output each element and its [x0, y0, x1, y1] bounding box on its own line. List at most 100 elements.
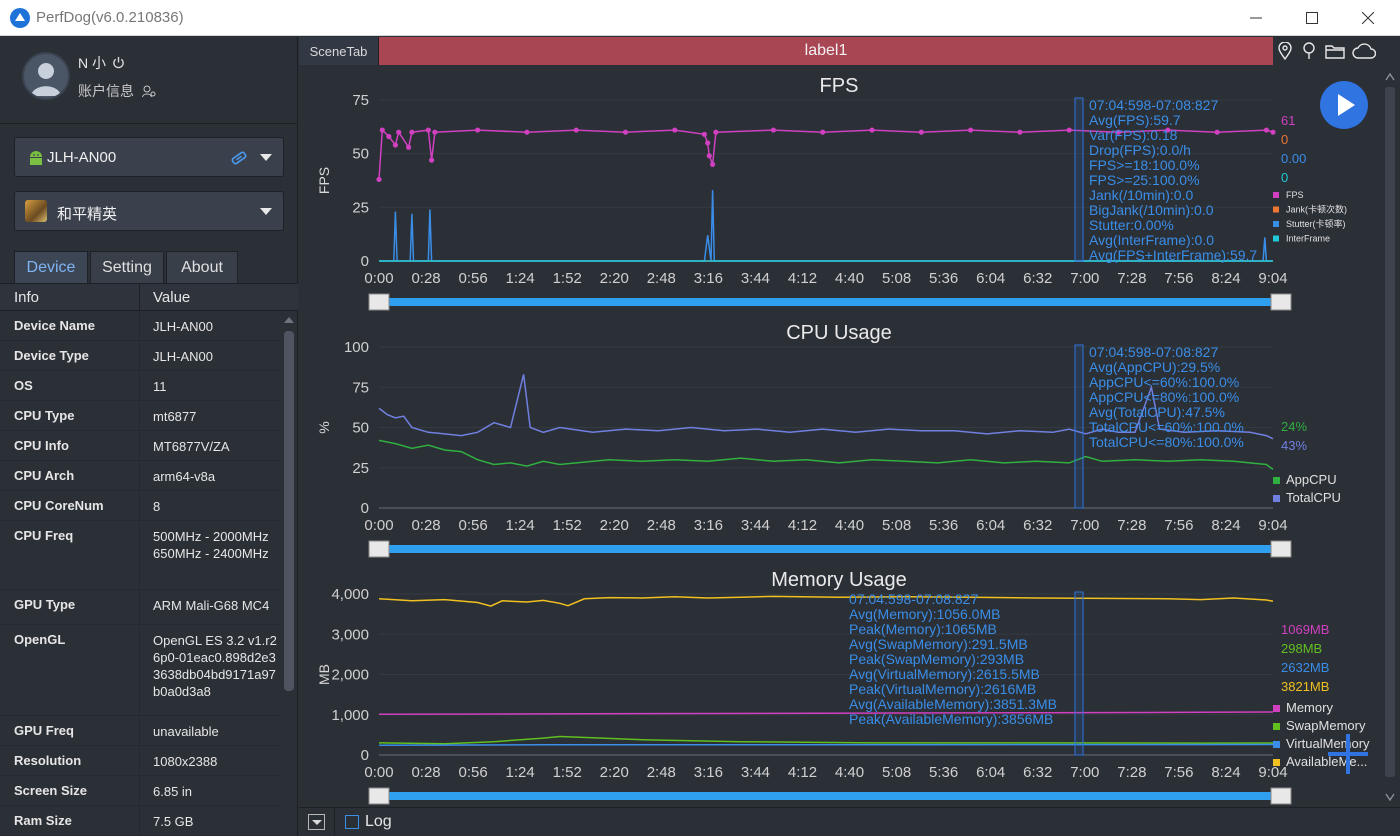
table-row: GPU Type ARM Mali-G68 MC4 [0, 590, 280, 625]
legend-swatch [1273, 235, 1279, 242]
legend-value: 43% [1281, 438, 1307, 453]
table-row: CPU Freq 500MHz - 2000MHz 650MHz - 2400MH… [0, 521, 280, 590]
range-slider-right-handle[interactable] [1270, 540, 1292, 558]
annotation-line: Jank(/10min):0.0 [1089, 187, 1193, 203]
annotation-line: Avg(InterFrame):0.0 [1089, 232, 1214, 248]
usb-connection-icon[interactable] [229, 149, 249, 167]
range-slider-track [387, 792, 1273, 800]
x-tick-label: 1:52 [553, 764, 582, 781]
info-key: Screen Size [14, 783, 87, 798]
cloud-icon[interactable] [1352, 43, 1377, 64]
annotation-line: 07:04:598-07:08:827 [849, 591, 978, 607]
info-value: JLH-AN00 [153, 349, 213, 364]
y-tick-label: 50 [352, 146, 369, 163]
annotation-line: Peak(AvailableMemory):3856MB [849, 711, 1053, 727]
minimize-button[interactable] [1228, 0, 1284, 36]
x-tick-label: 1:52 [553, 517, 582, 534]
tab-setting[interactable]: Setting [90, 251, 164, 283]
table-row: CPU CoreNum 8 [0, 491, 280, 521]
device-select[interactable]: JLH-AN00 [14, 137, 284, 177]
legend-label: AppCPU [1286, 472, 1337, 487]
charts-area: FPS FPS 0 25 50 75 0:00 0:28 0:56 1:24 1:52 2:20 2:4… [316, 75, 1370, 805]
series-line-2 [378, 743, 1274, 747]
data-point [1115, 129, 1122, 135]
info-value: JLH-AN00 [153, 319, 213, 334]
close-button[interactable] [1340, 0, 1396, 36]
maximize-button[interactable] [1284, 0, 1340, 36]
x-tick-label: 4:40 [835, 270, 864, 287]
x-tick-label: 8:24 [1211, 517, 1240, 534]
map-pin-icon[interactable] [1302, 42, 1316, 65]
perfdog-logo-icon [10, 8, 30, 28]
info-key: Ram Size [14, 813, 72, 828]
divider [0, 123, 298, 124]
x-tick-label: 0:28 [411, 270, 440, 287]
app-select[interactable]: 和平精英 [14, 191, 284, 231]
add-chart-button[interactable] [1326, 732, 1370, 776]
log-label: Log [365, 813, 392, 830]
y-tick-label: 25 [352, 460, 369, 477]
y-axis-label: MB [316, 664, 332, 685]
x-tick-label: 5:36 [929, 764, 958, 781]
tab-device[interactable]: Device [14, 251, 88, 283]
data-point [968, 127, 974, 133]
data-point [622, 129, 629, 135]
x-tick-label: 7:28 [1117, 517, 1146, 534]
power-icon[interactable] [112, 56, 125, 69]
range-slider-right-handle[interactable] [1270, 293, 1292, 311]
range-slider-right-handle[interactable] [1270, 787, 1292, 805]
x-tick-label: 4:40 [835, 517, 864, 534]
legend-swatch [1273, 221, 1279, 227]
legend-label: SwapMemory [1286, 718, 1366, 733]
legend-swatch [1273, 741, 1280, 748]
x-tick-label: 6:32 [1023, 764, 1052, 781]
data-point [1263, 127, 1270, 133]
sidebar-scrollbar[interactable] [281, 311, 297, 836]
range-slider-left-handle[interactable] [368, 540, 390, 558]
log-checkbox[interactable] [345, 815, 359, 829]
main-scrollbar[interactable] [1381, 67, 1399, 807]
legend-label: InterFrame [1286, 234, 1330, 244]
selection-range [1074, 344, 1084, 509]
x-tick-label: 7:00 [1070, 764, 1099, 781]
series-line-3 [378, 595, 1274, 607]
account-info-link[interactable]: 账户信息 [78, 81, 156, 101]
log-panel-toggle[interactable] [308, 814, 325, 830]
x-tick-label: 7:56 [1164, 764, 1193, 781]
info-key: Device Type [14, 348, 89, 363]
scrollbar-thumb[interactable] [284, 331, 294, 691]
y-tick-label: 4,000 [331, 586, 369, 603]
folder-icon[interactable] [1325, 43, 1345, 64]
user-settings-icon [141, 85, 156, 98]
scroll-up-icon[interactable] [284, 317, 294, 323]
range-slider-left-handle[interactable] [368, 293, 390, 311]
legend-label: Memory [1286, 700, 1333, 715]
play-button[interactable] [1320, 81, 1368, 129]
table-row: CPU Arch arm64-v8a [0, 461, 280, 491]
table-row: Device Type JLH-AN00 [0, 341, 280, 371]
x-tick-label: 7:56 [1164, 270, 1193, 287]
x-tick-label: 2:20 [600, 270, 629, 287]
chart-1: CPU Usage% 0 25 50 75 100 0:00 0:28 0:56 1:24 1:52… [316, 322, 1341, 558]
location-pin-icon[interactable] [1277, 41, 1293, 65]
username: N 小 [78, 53, 125, 73]
x-tick-label: 5:36 [929, 270, 958, 287]
info-value: 8 [153, 499, 161, 514]
tab-about[interactable]: About [166, 251, 238, 283]
x-tick-label: 4:12 [788, 764, 817, 781]
y-tick-label: 1,000 [331, 707, 369, 724]
scene-label-bar[interactable]: label1 [379, 37, 1273, 65]
x-tick-label: 0:00 [364, 270, 393, 287]
x-tick-label: 4:12 [788, 517, 817, 534]
bottom-bar: Log [299, 807, 1400, 836]
series-line-1 [378, 374, 1274, 440]
x-tick-label: 6:32 [1023, 517, 1052, 534]
avatar[interactable] [22, 52, 70, 100]
range-slider-left-handle[interactable] [368, 787, 390, 805]
legend-value: 24% [1281, 419, 1307, 434]
scene-tab[interactable]: SceneTab [299, 37, 379, 65]
legend-swatch [1273, 192, 1279, 198]
x-tick-label: 3:44 [741, 270, 770, 287]
table-row: CPU Info MT6877V/ZA [0, 431, 280, 461]
